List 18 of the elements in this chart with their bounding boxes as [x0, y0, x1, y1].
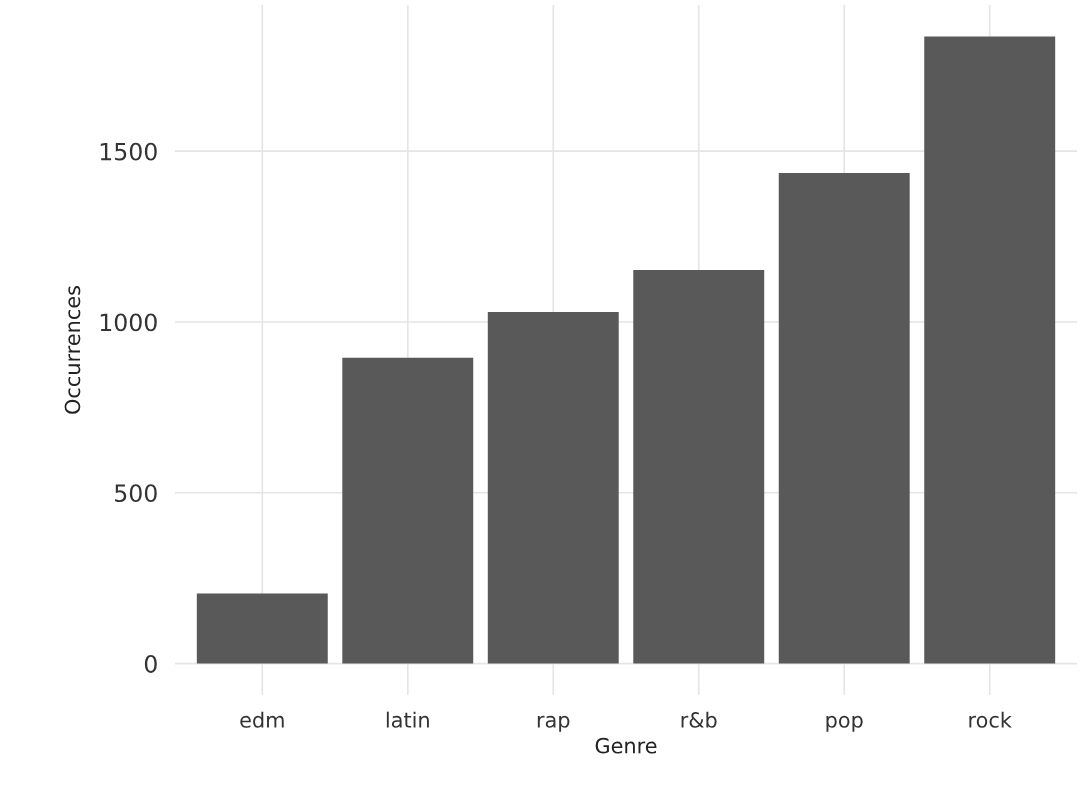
x-tick-label: rap	[537, 715, 570, 732]
y-axis-title: Occurrences	[64, 286, 81, 414]
x-tick-label: pop	[826, 715, 863, 732]
y-tick-label: 500	[115, 484, 157, 503]
bar	[778, 173, 910, 664]
y-tick-label: 1500	[100, 142, 157, 161]
x-axis-title: Genre	[595, 737, 657, 754]
x-tick-label: latin	[386, 711, 429, 728]
bar	[633, 270, 765, 664]
y-tick-label: 1000	[100, 313, 157, 332]
y-tick-label: 0	[144, 655, 157, 673]
bar	[196, 593, 328, 664]
x-tick-label: rock	[969, 711, 1012, 728]
x-tick-label: edm	[240, 711, 284, 728]
bar	[487, 312, 619, 664]
x-tick-label: r&b	[681, 711, 717, 728]
bar	[342, 357, 474, 664]
bar	[924, 36, 1056, 664]
